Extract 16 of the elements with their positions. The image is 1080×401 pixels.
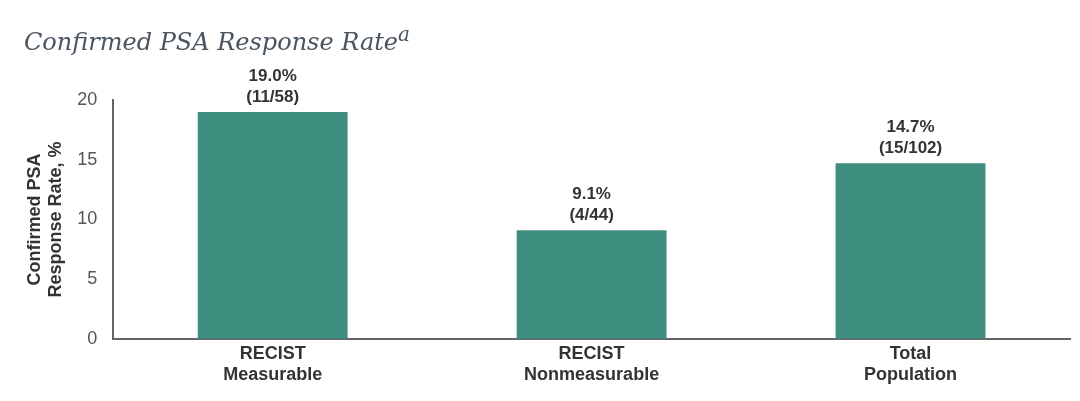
bar — [197, 111, 348, 339]
bar — [835, 163, 986, 339]
data-label: 14.7% (15/102) — [878, 117, 943, 158]
chart-title: Confirmed PSA Response Rate$^{a}$ — [24, 22, 410, 56]
y-axis-title: Confirmed PSA Response Rate, % — [23, 141, 66, 298]
y-tick-label: 20 — [77, 88, 98, 109]
x-tick-label: Total Population — [864, 342, 958, 385]
bar — [516, 230, 667, 339]
y-tick-label: 15 — [77, 148, 98, 169]
x-tick-label: RECIST Nonmeasurable — [524, 342, 660, 385]
data-label: 9.1% (4/44) — [569, 184, 614, 225]
y-tick-label: 5 — [87, 268, 98, 289]
x-tick-label: RECIST Measurable — [223, 342, 323, 385]
y-tick-label: 0 — [87, 327, 98, 348]
data-label: 19.0% (11/58) — [246, 66, 300, 107]
y-tick-label: 10 — [77, 208, 98, 229]
